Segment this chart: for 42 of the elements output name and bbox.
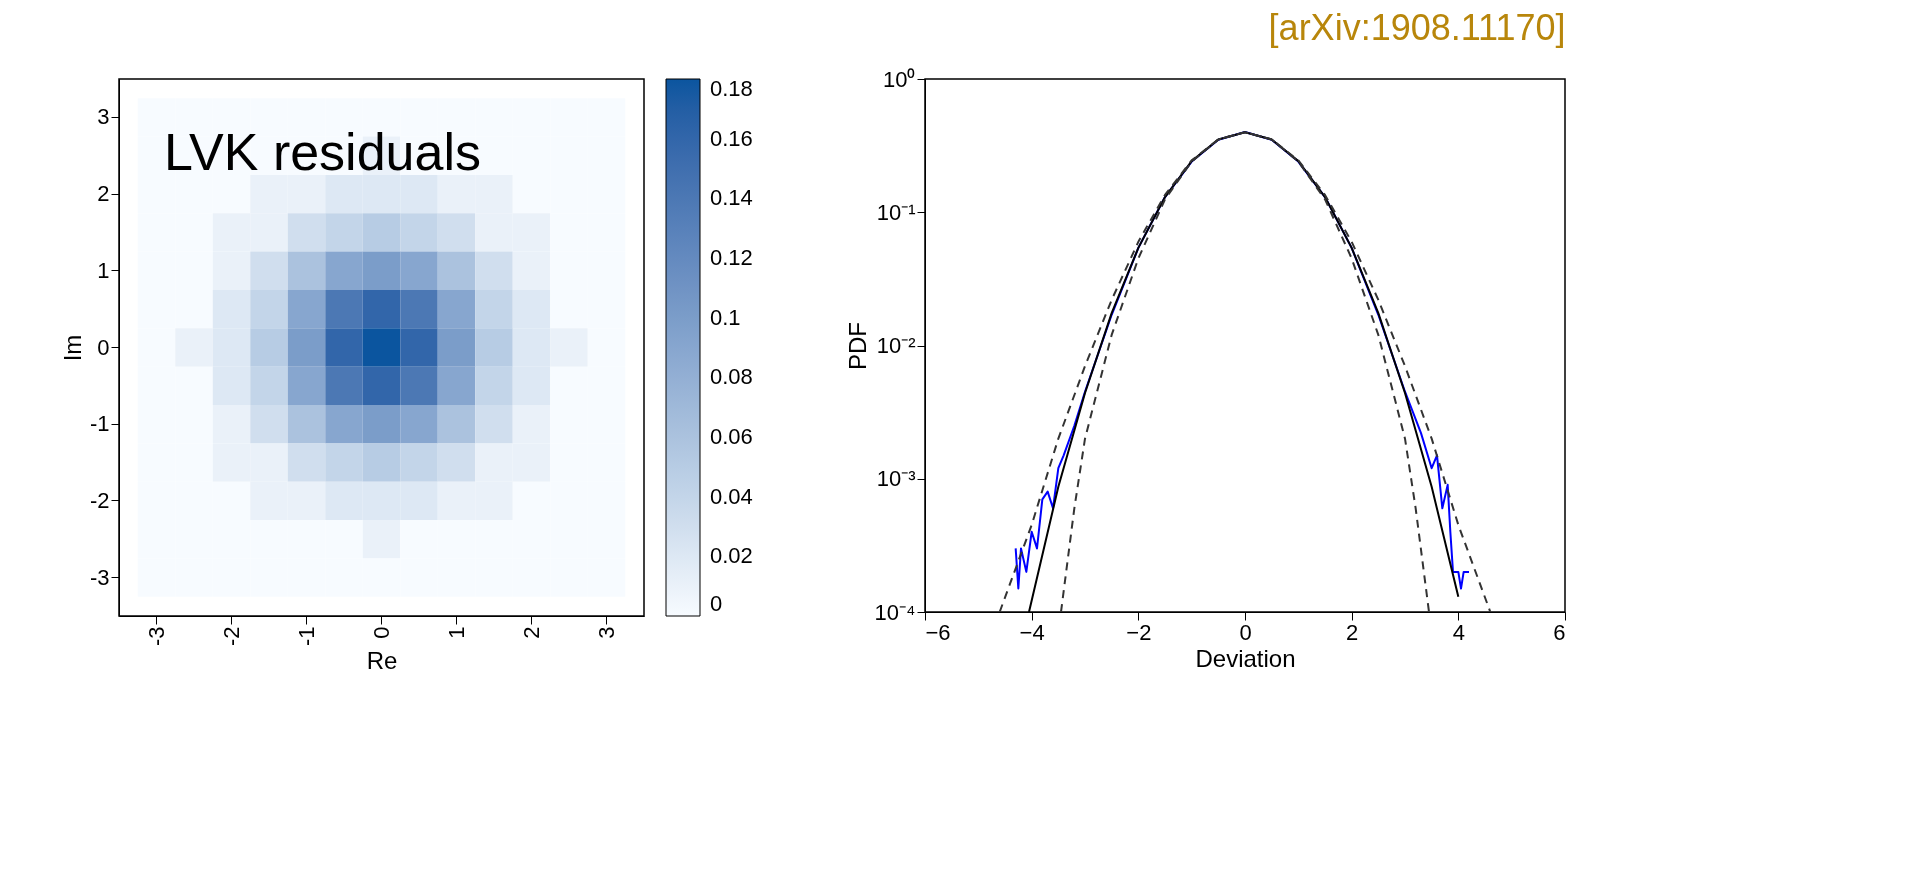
y-tick-label: 10⁻⁴ — [874, 599, 916, 625]
x-tick-label: -1 — [293, 626, 319, 647]
color-bar-label: 0.08 — [710, 364, 753, 390]
chart-title: [arXiv:1908.11170] — [1268, 7, 1566, 48]
color-bar-label: 0.16 — [710, 125, 753, 151]
x-tick-label: 1 — [443, 626, 469, 639]
y-axis-title: PDF — [843, 322, 871, 370]
color-bar-label: 0.12 — [710, 245, 753, 270]
color-bar-label: 0.1 — [710, 304, 741, 330]
y-tick-label: -1 — [89, 411, 110, 437]
color-bar-label: 0.18 — [710, 76, 753, 101]
y-tick-label: 2 — [97, 181, 110, 207]
y-tick-label: 10⁻³ — [876, 466, 916, 492]
y-tick-label: 10⁻¹ — [876, 199, 916, 225]
x-tick-label: 2 — [518, 626, 544, 639]
y-tick-label: -2 — [89, 487, 110, 513]
y-tick-label: 3 — [97, 104, 110, 130]
y-tick-label: 0 — [97, 334, 110, 360]
color-bar-label: 0.14 — [710, 185, 753, 211]
y-tick-label: -3 — [89, 564, 110, 590]
x-tick-label: −4 — [1019, 619, 1045, 645]
y-tick-label: 10⁰ — [883, 66, 916, 92]
x-tick-label: -3 — [143, 626, 169, 647]
x-axis-title: Deviation — [1195, 644, 1296, 672]
x-tick-label: 0 — [1239, 619, 1252, 645]
annotation: LVK residuals — [164, 123, 481, 181]
x-tick-label: 4 — [1452, 619, 1465, 645]
y-tick-label: 10⁻² — [876, 333, 916, 358]
y-axis-title: Im — [58, 334, 86, 362]
x-tick-label: −6 — [925, 619, 951, 645]
x-axis-title: Re — [366, 647, 398, 675]
color-bar-label: 0.06 — [710, 424, 753, 449]
color-bar-label: 0 — [710, 591, 723, 616]
x-tick-label: 2 — [1346, 619, 1359, 645]
x-tick-label: -2 — [218, 626, 244, 647]
color-bar-label: 0.04 — [710, 483, 753, 509]
color-bar-label: 0.02 — [710, 543, 753, 569]
y-tick-label: 1 — [97, 257, 110, 283]
x-tick-label: 0 — [368, 626, 394, 639]
x-tick-label: −2 — [1126, 619, 1152, 645]
x-tick-label: 6 — [1553, 619, 1566, 645]
x-tick-label: 3 — [593, 626, 619, 639]
